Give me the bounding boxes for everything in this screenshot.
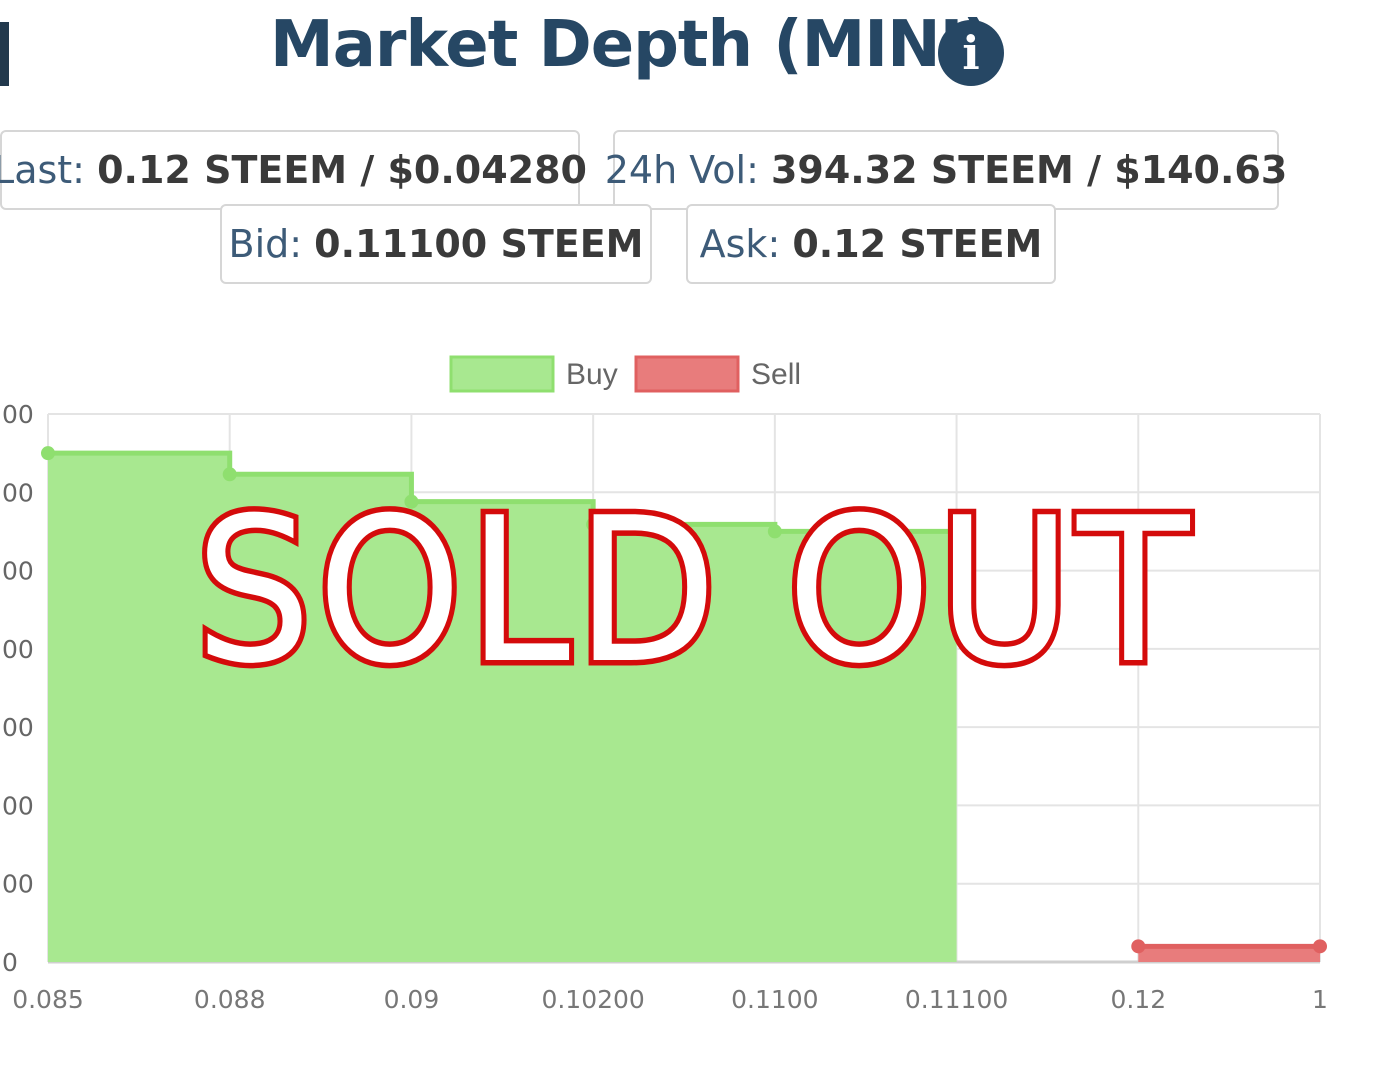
y-tick-label: 00 bbox=[2, 635, 34, 664]
x-tick-label: 0.1100 bbox=[731, 985, 818, 1014]
sell-area bbox=[1138, 946, 1320, 962]
x-tick-label: 0.088 bbox=[194, 985, 266, 1014]
x-tick-label: 0.12 bbox=[1110, 985, 1166, 1014]
x-tick-label: 0.10200 bbox=[541, 985, 644, 1014]
buy-point bbox=[41, 446, 55, 461]
y-tick-label: 00 bbox=[2, 400, 34, 429]
buy-point bbox=[586, 517, 601, 532]
sold-out-stamp: SOLD OUT bbox=[195, 475, 1195, 708]
legend-sell-label[interactable]: Sell bbox=[751, 358, 801, 391]
bid-box: Bid: 0.11100 STEEM bbox=[220, 204, 652, 284]
left-edge-bar bbox=[0, 22, 9, 86]
y-tick-label: 00 bbox=[2, 870, 34, 899]
volume-label: 24h Vol: bbox=[604, 148, 759, 192]
volume-box: 24h Vol: 394.32 STEEM / $140.63 bbox=[605, 130, 1287, 210]
ask-label: Ask: bbox=[699, 222, 781, 266]
legend-buy-label[interactable]: Buy bbox=[566, 358, 618, 391]
legend-sell-swatch[interactable] bbox=[634, 355, 740, 393]
y-tick-label: 0 bbox=[2, 948, 18, 977]
last-label: Last: bbox=[0, 148, 85, 192]
last-price-box: Last: 0.12 STEEM / $0.04280 bbox=[0, 130, 587, 210]
buy-area bbox=[48, 453, 957, 962]
y-tick-label: 00 bbox=[2, 478, 34, 507]
buy-point bbox=[222, 467, 237, 482]
page-title: Market Depth (MINI) bbox=[270, 8, 992, 82]
chart-legend: Buy Sell bbox=[449, 355, 801, 393]
last-value: 0.12 STEEM / $0.04280 bbox=[97, 148, 587, 192]
x-axis-ticks: 0.085 0.088 0.09 0.10200 0.1100 0.11100 0.12 1 bbox=[12, 985, 1328, 1014]
y-tick-label: 00 bbox=[2, 713, 34, 742]
x-tick-label: 0.11100 bbox=[905, 985, 1008, 1014]
y-tick-label: 00 bbox=[2, 791, 34, 820]
x-tick-label: 0.085 bbox=[12, 985, 84, 1014]
x-tick-label: 0.09 bbox=[384, 985, 440, 1014]
sell-point bbox=[1131, 939, 1146, 954]
legend-buy-swatch[interactable] bbox=[449, 355, 555, 393]
buy-point bbox=[767, 524, 782, 539]
sell-point bbox=[1313, 939, 1327, 954]
y-tick-label: 00 bbox=[2, 557, 34, 586]
info-circle-icon[interactable]: i bbox=[938, 20, 1004, 86]
chart-areas bbox=[48, 450, 1320, 962]
ask-box: Ask: 0.12 STEEM bbox=[686, 204, 1056, 284]
buy-point bbox=[404, 494, 419, 509]
ask-value: 0.12 STEEM bbox=[792, 222, 1043, 266]
chart-points bbox=[41, 446, 1327, 954]
bid-value: 0.11100 STEEM bbox=[314, 222, 644, 266]
x-tick-label: 1 bbox=[1312, 985, 1328, 1014]
volume-value: 394.32 STEEM / $140.63 bbox=[770, 148, 1288, 192]
bid-label: Bid: bbox=[228, 222, 303, 266]
buy-point bbox=[949, 524, 964, 539]
